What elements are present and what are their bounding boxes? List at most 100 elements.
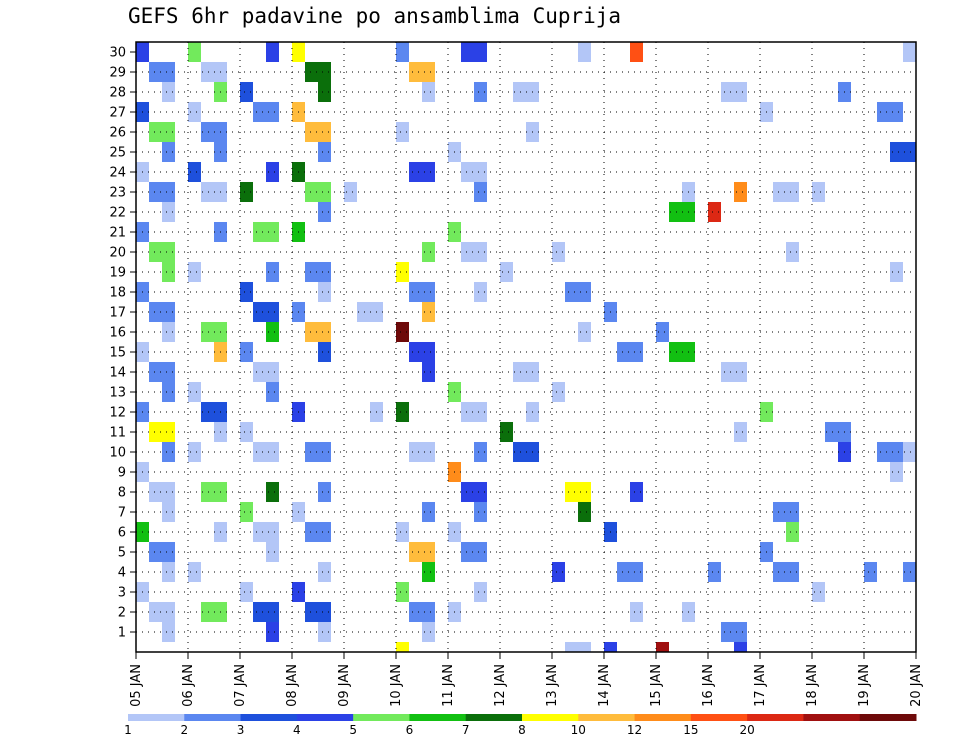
heatmap-cell xyxy=(565,642,591,652)
legend-label: 10 xyxy=(571,723,586,737)
heatmap-cell xyxy=(903,562,916,582)
legend-swatch xyxy=(859,714,917,721)
legend-swatch xyxy=(803,714,861,721)
heatmap-cell xyxy=(734,182,747,202)
heatmap-cell xyxy=(500,422,513,442)
heatmap-cell xyxy=(396,322,409,342)
heatmap-cell xyxy=(266,42,279,62)
heatmap-cell xyxy=(188,162,201,182)
heatmap-cell xyxy=(253,522,279,542)
heatmap-cell xyxy=(578,42,591,62)
heatmap-cell xyxy=(266,322,279,342)
heatmap-cell xyxy=(903,42,916,62)
heatmap-cell xyxy=(305,522,331,542)
heatmap-cell xyxy=(266,482,279,502)
x-tick-label: 08 JAN xyxy=(285,664,300,707)
heatmap-cell xyxy=(162,142,175,162)
heatmap-cell xyxy=(266,382,279,402)
y-tick-label: 14 xyxy=(109,366,126,381)
grid-lines xyxy=(136,42,916,652)
heatmap-cell xyxy=(461,42,487,62)
heatmap-cell xyxy=(188,42,201,62)
heatmap-cell xyxy=(396,402,409,422)
heatmap-cell xyxy=(253,302,279,322)
x-tick-label: 09 JAN xyxy=(337,664,352,707)
heatmap-cell xyxy=(318,482,331,502)
heatmap-cell xyxy=(578,502,591,522)
heatmap-cell xyxy=(318,622,331,642)
y-tick-label: 13 xyxy=(109,386,126,401)
y-tick-label: 20 xyxy=(109,246,126,261)
legend-label: 5 xyxy=(349,723,357,737)
heatmap-cell xyxy=(500,262,513,282)
heatmap-cell xyxy=(318,282,331,302)
heatmap-cell xyxy=(396,122,409,142)
heatmap-cell xyxy=(890,142,916,162)
x-axis: 05 JAN 06 JAN 07 JAN 08 JAN 09 JAN 10 JAN 11 J… xyxy=(129,652,924,707)
color-legend: 1 2 3 4 5 6 7 8 10 12 15 20 xyxy=(124,714,917,737)
legend-label: 7 xyxy=(462,723,470,737)
heatmap-cell xyxy=(253,222,279,242)
heatmap-cell xyxy=(578,322,591,342)
x-tick-label: 17 JAN xyxy=(753,664,768,707)
heatmap-cell xyxy=(409,282,435,302)
heatmap-cell xyxy=(253,602,279,622)
x-tick-label: 13 JAN xyxy=(545,664,560,707)
heatmap-cell xyxy=(461,162,487,182)
heatmap-cell xyxy=(721,82,747,102)
heatmap-cell xyxy=(604,642,617,652)
heatmap-cell xyxy=(422,362,435,382)
y-tick-label: 5 xyxy=(118,546,126,561)
legend-swatch xyxy=(522,714,579,721)
heatmap-cell xyxy=(409,442,435,462)
heatmap-cell xyxy=(786,522,799,542)
heatmap-cell xyxy=(305,442,331,462)
heatmap-cell xyxy=(812,582,825,602)
y-tick-label: 26 xyxy=(109,126,126,141)
y-axis: 1234567891011121314151617181920212223242… xyxy=(109,46,136,641)
heatmap-cell xyxy=(396,642,409,652)
heatmap-cell xyxy=(240,422,253,442)
heatmap-cell xyxy=(266,162,279,182)
heatmap-cell xyxy=(396,42,409,62)
heatmap-cell xyxy=(474,182,487,202)
heatmap-cell xyxy=(149,602,175,622)
heatmap-cell xyxy=(240,282,253,302)
legend-swatch xyxy=(128,714,185,721)
chart-title: GEFS 6hr padavine po ansamblima Cuprija xyxy=(128,4,622,28)
heatmap-cell xyxy=(890,262,903,282)
legend-label: 2 xyxy=(180,723,188,737)
heatmap-cell xyxy=(877,442,903,462)
y-tick-label: 6 xyxy=(118,526,126,541)
y-tick-label: 27 xyxy=(109,106,126,121)
y-tick-label: 8 xyxy=(118,486,126,501)
y-tick-label: 17 xyxy=(109,306,126,321)
legend-swatch xyxy=(747,714,804,721)
heatmap-cell xyxy=(149,182,175,202)
plot-frame xyxy=(135,41,917,653)
heatmap-cell xyxy=(305,62,331,82)
heatmap-cell xyxy=(409,602,435,622)
legend-swatch xyxy=(465,714,523,721)
heatmap-cell xyxy=(253,102,279,122)
heatmap-cell xyxy=(773,182,799,202)
heatmap-cell xyxy=(305,262,331,282)
heatmap-cell xyxy=(240,502,253,522)
legend-label: 15 xyxy=(683,723,698,737)
legend-label: 4 xyxy=(293,723,301,737)
legend-swatch xyxy=(184,714,242,721)
y-tick-label: 30 xyxy=(109,46,126,61)
legend-label: 1 xyxy=(124,723,132,737)
heatmap-cell xyxy=(422,622,435,642)
y-tick-label: 22 xyxy=(109,206,126,221)
heatmap-cell xyxy=(318,142,331,162)
heatmap-cell xyxy=(396,522,409,542)
heatmap-cell xyxy=(474,82,487,102)
heatmap-cell xyxy=(240,582,253,602)
heatmap-cell xyxy=(162,322,175,342)
heatmap-cell xyxy=(253,442,279,462)
heatmap-cell xyxy=(474,502,487,522)
heatmap-cell xyxy=(552,562,565,582)
heatmap-cell xyxy=(162,382,175,402)
